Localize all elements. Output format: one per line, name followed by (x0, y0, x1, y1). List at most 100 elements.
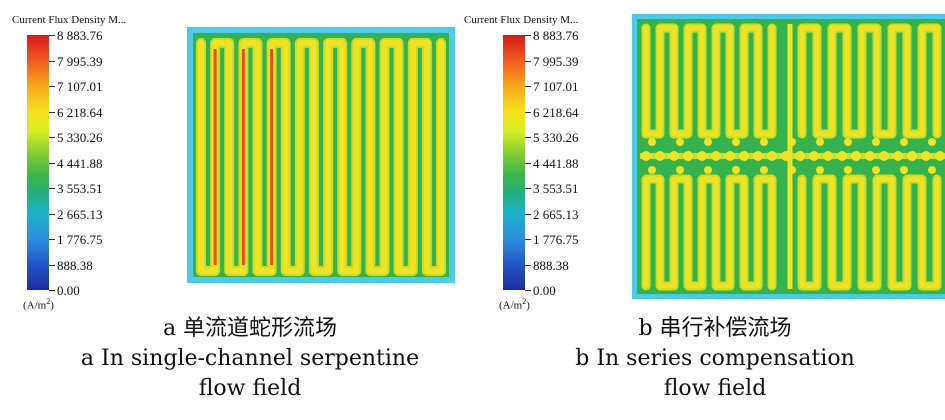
colorbar (27, 35, 49, 290)
colorbar-tick-label: 3 553.51 (533, 181, 579, 196)
legend-title: Current Flux Density M... (12, 14, 127, 26)
compensation-node (872, 138, 880, 146)
colorbar-tick-mark (49, 86, 55, 87)
compensation-node (809, 151, 819, 161)
colorbar-tick-label: 7 995.39 (57, 53, 103, 69)
compensation-node (676, 166, 684, 174)
colorbar-tick-mark (49, 111, 55, 113)
compensation-node (732, 138, 740, 146)
compensation-node (795, 151, 805, 161)
colorbar-tick-mark (49, 264, 55, 266)
colorbar-tick-mark (49, 188, 55, 189)
colorbar-tick-label: 888.38 (57, 257, 93, 273)
colorbar-tick-label: 888.38 (533, 257, 569, 273)
caption-a-cn: a 单流道蛇形流场 (162, 316, 338, 341)
compensation-node (935, 151, 945, 161)
caption-b-en-2: flow field (663, 376, 767, 401)
colorbar-tick-label: 7 107.01 (533, 79, 579, 94)
compensation-channel (799, 176, 940, 289)
compensation-node (879, 151, 889, 161)
compensation-node (816, 138, 824, 146)
compensation-channel (643, 176, 775, 289)
colorbar-tick-mark (525, 264, 531, 266)
colorbar-tick-label: 8 883.76 (533, 28, 579, 43)
colorbar-tick-label: 4 441.88 (533, 155, 579, 171)
compensation-node (641, 151, 651, 161)
colorbar-tick-label: 2 665.13 (57, 206, 103, 222)
colorbar-tick-label: 1 776.75 (533, 232, 579, 247)
colorbar-tick-label: 2 665.13 (533, 206, 579, 222)
compensation-node (648, 166, 656, 174)
compensation-node (844, 138, 852, 146)
compensation-node (732, 166, 740, 174)
caption-a-en-1: a In single-channel serpentine (80, 346, 420, 371)
compensation-node (725, 151, 735, 161)
compensation-node (760, 138, 768, 146)
colorbar-tick-mark (525, 239, 531, 240)
colorbar-tick-label: 5 330.26 (57, 130, 103, 145)
compensation-node (648, 138, 656, 146)
series-compensation-flow-field-map (632, 14, 945, 299)
compensation-node (753, 151, 763, 161)
colorbar-tick-mark (525, 213, 531, 215)
colorbar-tick-mark (49, 290, 55, 291)
land-region (193, 33, 449, 277)
colorbar-tick-label: 8 883.76 (57, 28, 103, 43)
colorbar-tick-mark (525, 137, 531, 138)
colorbar-tick-label: 7 107.01 (57, 79, 103, 94)
colorbar-tick-label: 3 553.51 (57, 181, 103, 196)
compensation-node (900, 166, 908, 174)
colorbar-tick-mark (525, 188, 531, 189)
colorbar-tick-label: 7 995.39 (533, 53, 579, 69)
compensation-node (704, 138, 712, 146)
compensation-node (837, 151, 847, 161)
colorbar-tick-label: 0.00 (57, 283, 80, 298)
compensation-node (844, 166, 852, 174)
colorbar (503, 35, 525, 290)
compensation-node (816, 166, 824, 174)
colorbar-tick-mark (49, 239, 55, 240)
unit-label: (A/m2) (23, 297, 54, 312)
compensation-node (739, 151, 749, 161)
colorbar-tick-label: 4 441.88 (57, 155, 103, 171)
caption-a-en-2: flow field (198, 376, 302, 401)
compensation-node (697, 151, 707, 161)
compensation-node (683, 151, 693, 161)
colorbar-tick-mark (525, 111, 531, 113)
colorbar-tick-mark (49, 137, 55, 138)
compensation-node (760, 166, 768, 174)
colorbar-tick-mark (525, 86, 531, 87)
caption-b-cn: b 串行补偿流场 (638, 316, 792, 341)
compensation-node (928, 138, 936, 146)
colorbar-tick-mark (49, 162, 55, 164)
legend-title: Current Flux Density M... (464, 14, 579, 26)
colorbar-tick-mark (49, 35, 55, 36)
compensation-node (655, 151, 665, 161)
compensation-channel (799, 25, 940, 137)
compensation-node (767, 151, 777, 161)
compensation-node (900, 138, 908, 146)
serpentine-channel (198, 40, 444, 274)
compensation-node (928, 166, 936, 174)
colorbar-tick-mark (525, 60, 531, 62)
colorbar-tick-label: 5 330.26 (533, 130, 579, 145)
colorbar-tick-mark (49, 60, 55, 62)
colorbar-tick-mark (49, 213, 55, 215)
colorbar-tick-label: 6 218.64 (57, 104, 103, 120)
caption-a: a 单流道蛇形流场 a In single-channel serpentine… (40, 314, 460, 404)
compensation-node (907, 151, 917, 161)
compensation-channel (643, 25, 775, 137)
caption-b: b 串行补偿流场 b In series compensation flow f… (505, 314, 925, 404)
compensation-node (893, 151, 903, 161)
compensation-node (711, 151, 721, 161)
colorbar-tick-label: 0.00 (533, 283, 556, 298)
compensation-node (865, 151, 875, 161)
compensation-node (676, 138, 684, 146)
colorbar-tick-mark (525, 290, 531, 291)
serpentine-flow-field-map (187, 27, 455, 283)
colorbar-tick-mark (525, 162, 531, 164)
compensation-node (872, 166, 880, 174)
compensation-node (851, 151, 861, 161)
colorbar-tick-mark (525, 35, 531, 36)
compensation-node (921, 151, 931, 161)
